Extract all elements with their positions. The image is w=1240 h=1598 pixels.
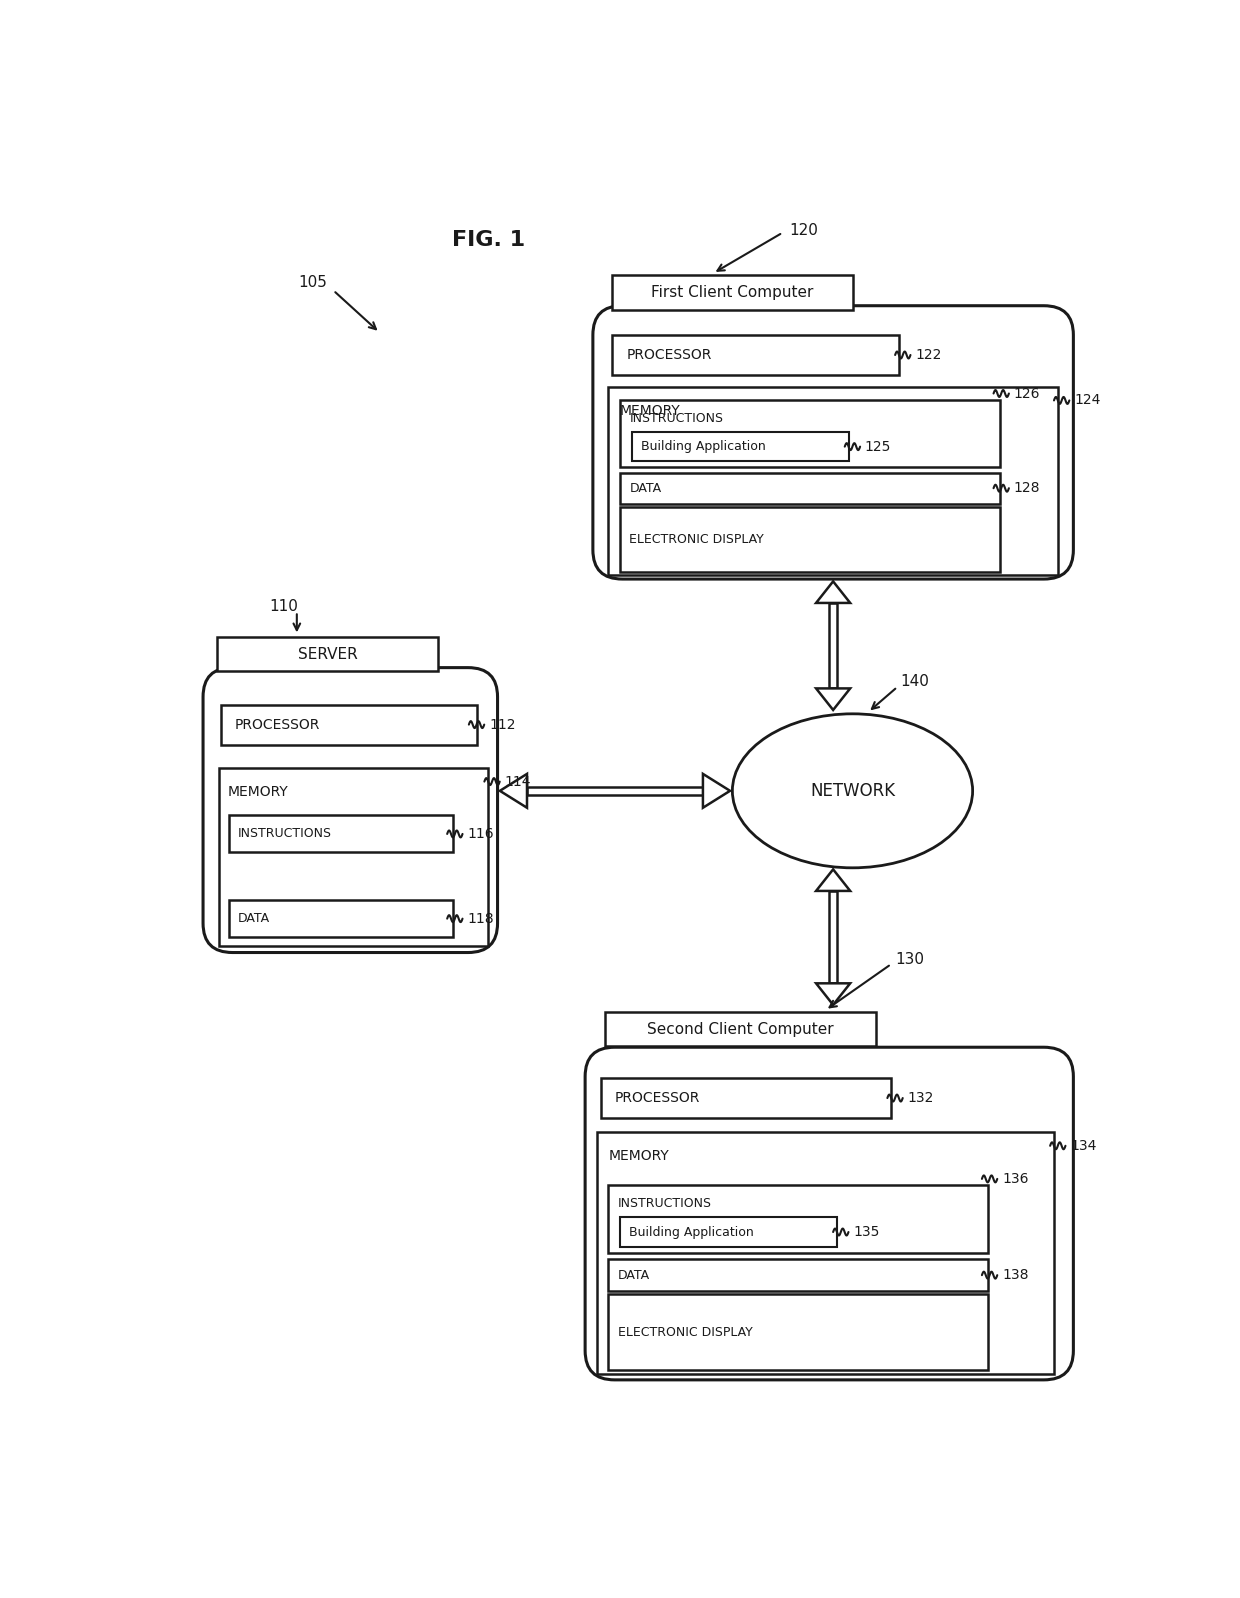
Text: Building Application: Building Application bbox=[641, 439, 765, 454]
Text: 124: 124 bbox=[1074, 393, 1101, 407]
Text: 112: 112 bbox=[489, 718, 516, 732]
Text: 105: 105 bbox=[299, 275, 327, 291]
Bar bbox=[596, 1131, 1054, 1374]
Bar bbox=[620, 507, 999, 572]
Text: MEMORY: MEMORY bbox=[609, 1149, 670, 1163]
Bar bbox=[217, 638, 438, 671]
Text: Building Application: Building Application bbox=[629, 1226, 754, 1238]
Text: PROCESSOR: PROCESSOR bbox=[234, 718, 320, 732]
Bar bbox=[600, 1079, 892, 1119]
Bar bbox=[609, 1259, 988, 1291]
Polygon shape bbox=[816, 983, 851, 1005]
Text: 126: 126 bbox=[1014, 387, 1040, 401]
Text: 134: 134 bbox=[1070, 1139, 1096, 1152]
Text: 116: 116 bbox=[467, 826, 494, 841]
Text: 125: 125 bbox=[866, 439, 892, 454]
Text: 118: 118 bbox=[467, 911, 494, 925]
Bar bbox=[609, 1186, 988, 1253]
Bar bbox=[830, 892, 837, 983]
Text: 110: 110 bbox=[270, 599, 299, 614]
Text: FIG. 1: FIG. 1 bbox=[451, 230, 525, 251]
Text: 140: 140 bbox=[900, 674, 930, 689]
Text: DATA: DATA bbox=[618, 1269, 650, 1282]
Polygon shape bbox=[816, 689, 851, 710]
Text: MEMORY: MEMORY bbox=[620, 404, 681, 417]
FancyBboxPatch shape bbox=[203, 668, 497, 952]
FancyBboxPatch shape bbox=[585, 1047, 1074, 1379]
Text: 128: 128 bbox=[1014, 481, 1040, 495]
Text: 132: 132 bbox=[908, 1091, 934, 1106]
Text: INSTRUCTIONS: INSTRUCTIONS bbox=[238, 828, 332, 841]
Bar bbox=[605, 1012, 875, 1047]
Text: INSTRUCTIONS: INSTRUCTIONS bbox=[618, 1197, 712, 1210]
Ellipse shape bbox=[733, 714, 972, 868]
Text: INSTRUCTIONS: INSTRUCTIONS bbox=[629, 412, 723, 425]
Text: NETWORK: NETWORK bbox=[810, 781, 895, 801]
Bar bbox=[609, 387, 1058, 575]
Text: PROCESSOR: PROCESSOR bbox=[615, 1091, 699, 1106]
Bar bbox=[613, 336, 899, 376]
Text: 138: 138 bbox=[1002, 1269, 1028, 1282]
Bar bbox=[228, 815, 454, 852]
Polygon shape bbox=[703, 773, 730, 807]
FancyBboxPatch shape bbox=[593, 305, 1074, 578]
Text: DATA: DATA bbox=[629, 481, 661, 495]
Text: 122: 122 bbox=[915, 348, 941, 363]
Bar bbox=[218, 767, 489, 946]
Bar bbox=[620, 400, 999, 468]
Text: ELECTRONIC DISPLAY: ELECTRONIC DISPLAY bbox=[618, 1326, 753, 1339]
Text: MEMORY: MEMORY bbox=[228, 785, 289, 799]
Bar bbox=[527, 786, 703, 794]
Bar bbox=[620, 1218, 837, 1246]
Text: 130: 130 bbox=[895, 952, 924, 967]
Polygon shape bbox=[500, 773, 527, 807]
Bar bbox=[228, 900, 454, 936]
Polygon shape bbox=[816, 582, 851, 602]
Text: 136: 136 bbox=[1002, 1171, 1028, 1186]
Bar bbox=[631, 431, 848, 462]
Bar bbox=[609, 1294, 988, 1369]
Text: PROCESSOR: PROCESSOR bbox=[626, 348, 712, 363]
Text: Second Client Computer: Second Client Computer bbox=[647, 1021, 833, 1037]
Bar bbox=[221, 705, 476, 745]
Text: 120: 120 bbox=[789, 222, 818, 238]
Text: ELECTRONIC DISPLAY: ELECTRONIC DISPLAY bbox=[629, 532, 764, 547]
Text: SERVER: SERVER bbox=[298, 647, 357, 662]
Text: 135: 135 bbox=[853, 1226, 879, 1238]
Text: 114: 114 bbox=[505, 775, 531, 788]
Polygon shape bbox=[816, 869, 851, 892]
Bar bbox=[620, 473, 999, 503]
Text: DATA: DATA bbox=[238, 912, 270, 925]
Bar bbox=[830, 602, 837, 689]
Text: First Client Computer: First Client Computer bbox=[651, 284, 813, 300]
Bar bbox=[613, 275, 853, 310]
